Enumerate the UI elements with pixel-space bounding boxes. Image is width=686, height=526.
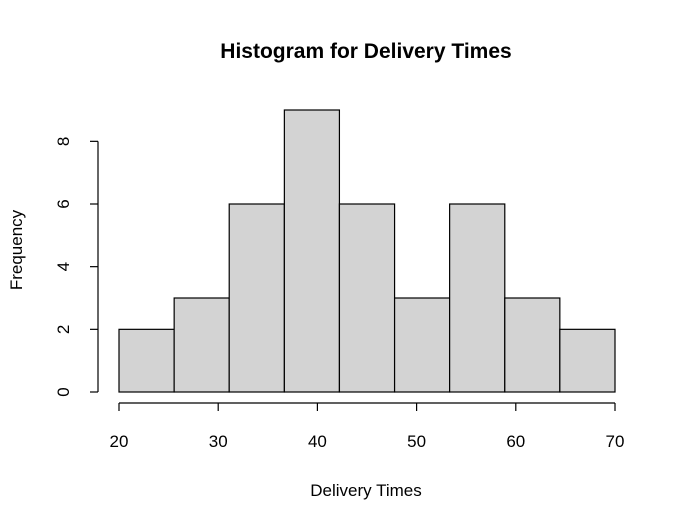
x-tick-label: 30 bbox=[209, 432, 228, 451]
y-axis-label: Frequency bbox=[7, 209, 26, 290]
y-tick-label: 2 bbox=[54, 325, 73, 334]
x-axis-label: Delivery Times bbox=[310, 481, 421, 500]
histogram-bar bbox=[118, 328, 175, 393]
x-tick-label: 20 bbox=[110, 432, 129, 451]
x-tick-label: 70 bbox=[606, 432, 625, 451]
histogram-bar bbox=[283, 109, 341, 393]
x-axis: 20 30 40 50 60 70 bbox=[110, 402, 625, 451]
bars-group bbox=[118, 109, 616, 393]
chart-title: Histogram for Delivery Times bbox=[220, 40, 511, 63]
y-tick-label: 0 bbox=[54, 387, 73, 396]
x-tick-label: 60 bbox=[506, 432, 525, 451]
histogram-bar bbox=[504, 297, 561, 393]
x-tick-label: 40 bbox=[308, 432, 327, 451]
y-axis: 0 2 4 6 8 bbox=[54, 137, 99, 397]
histogram-bar bbox=[338, 203, 396, 393]
x-tick-label: 50 bbox=[407, 432, 426, 451]
histogram-bar bbox=[559, 328, 616, 393]
histogram-bar bbox=[393, 297, 451, 393]
y-tick-label: 4 bbox=[54, 262, 73, 271]
y-tick-label: 6 bbox=[54, 199, 73, 208]
histogram-bar bbox=[228, 203, 285, 393]
histogram-bar bbox=[173, 297, 230, 393]
y-tick-label: 8 bbox=[54, 137, 73, 146]
histogram-bar bbox=[449, 203, 506, 393]
